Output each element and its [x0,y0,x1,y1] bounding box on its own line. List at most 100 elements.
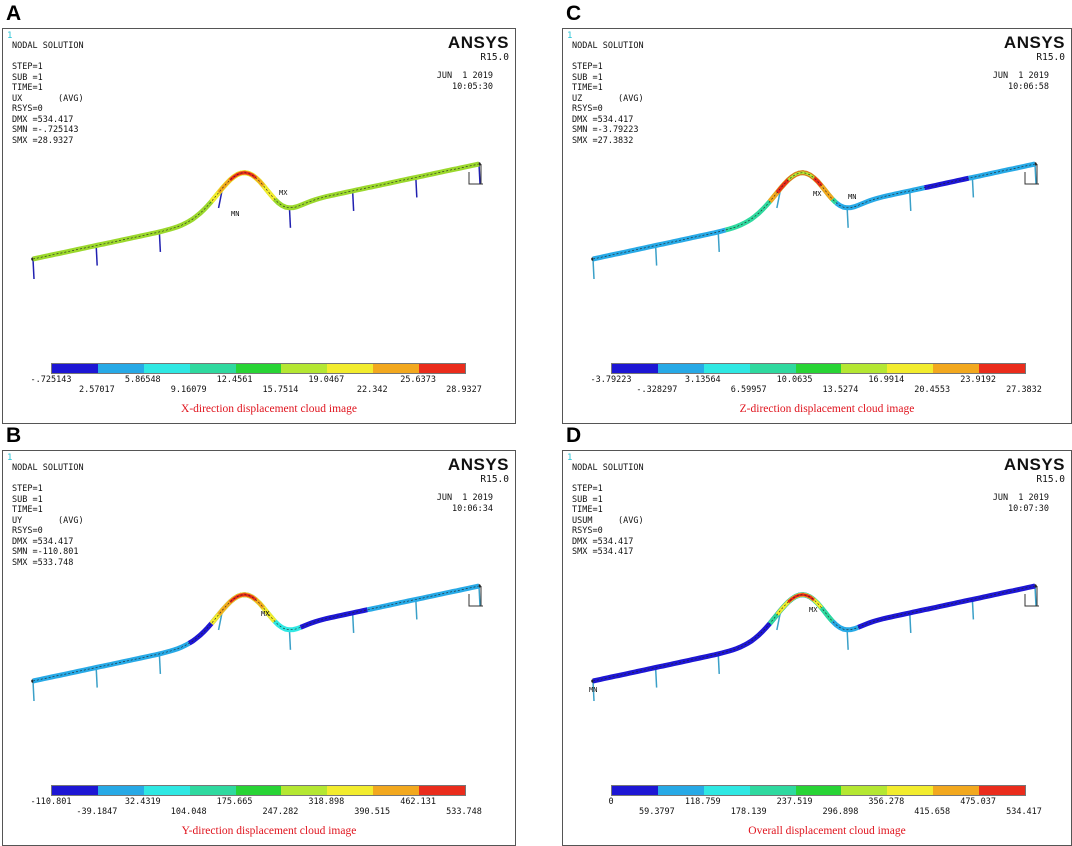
extreme-label: MX [261,610,270,618]
pipe-segment [924,175,970,191]
ansys-logo: ANSYS [1003,455,1065,474]
header-line: SMX =533.748 [12,557,74,568]
legend-swatch [327,364,374,373]
pipe-mesh-line [32,163,480,260]
header-line: UY (AVG) [12,515,84,526]
time-label: 10:05:30 [452,82,493,92]
version-label: R15.0 [1036,474,1065,485]
panel-overall-displacement: 1 ANSYS R15.0 JUN 1 2019 10:07:30 NODAL SOLUT… [562,450,1072,846]
support-post [717,653,720,674]
figure-caption: Z-direction displacement cloud image [739,403,915,415]
support-post [592,258,595,280]
legend-swatch [281,364,328,373]
extreme-label: MX [279,189,288,197]
pipeline-model: MX MN [591,161,1039,280]
legend-tick-label: 16.9914 [868,375,905,385]
support-post [32,258,35,280]
header-line: SMX =28.9327 [12,135,74,146]
axis-triad-icon [1024,164,1039,185]
header-line: NODAL SOLUTION [572,463,644,473]
legend-swatch [281,786,328,795]
legend-tick-label: 415.658 [914,807,951,817]
header-line: DMX =534.417 [572,114,634,125]
header-line: RSYS=0 [572,104,603,114]
time-label: 10:06:58 [1008,82,1049,92]
legend-swatch [235,364,282,373]
date-time: JUN 1 2019 10:06:34 [437,493,493,515]
time-label: 10:07:30 [1008,504,1049,514]
color-legend-bar [51,785,466,796]
support-post [1034,585,1037,607]
legend-swatch [373,786,420,795]
legend-swatch [419,786,466,795]
solution-header: NODAL SOLUTION STEP=1 SUB =1 TIME=1 USUM (AV… [572,463,644,558]
date-time: JUN 1 2019 10:06:58 [993,71,1049,93]
solution-header: NODAL SOLUTION STEP=1 SUB =1 TIME=1 UY (AVG)… [12,463,84,568]
support-post [1034,163,1037,185]
legend-tick-label: 20.4553 [914,385,951,395]
support-post [288,207,292,228]
support-post [415,599,418,620]
figure-caption: Overall displacement cloud image [748,825,906,837]
pipeline-model: MX MN [31,161,483,280]
support-post [158,231,162,252]
header-line: RSYS=0 [12,104,43,114]
legend-swatch [189,364,236,373]
support-post [478,585,481,607]
header-line: STEP=1 [572,484,603,494]
legend-swatch [97,786,144,795]
pipe-segment [857,583,1036,630]
panel-z-displacement: 1 ANSYS R15.0 JUN 1 2019 10:06:58 NODAL SOLUT… [562,28,1072,424]
legend-swatch [612,786,658,795]
figure-caption: Y-direction displacement cloud image [181,825,357,837]
header-line: SUB =1 [572,494,603,505]
support-post [351,612,355,633]
date-time: JUN 1 2019 10:07:30 [993,493,1049,515]
solution-header: NODAL SOLUTION STEP=1 SUB =1 TIME=1 UX (AVG)… [12,41,84,146]
legend-tick-label: 0 [608,797,614,807]
ansys-logo: ANSYS [1003,33,1065,52]
version-label: R15.0 [480,52,509,63]
header-line: DMX =534.417 [12,536,74,547]
header-line: SMX =27.3832 [572,135,634,146]
panel-letter-d: D [566,424,582,447]
header-line: UX (AVG) [12,93,84,104]
pipe-segment [299,607,369,630]
legend-swatch [841,786,888,795]
header-line: SMN =-.725143 [12,125,79,135]
extreme-label: MN [848,193,856,201]
header-line: SUB =1 [572,72,603,83]
legend-swatch [979,364,1026,373]
extreme-label: MX [809,606,818,614]
header-line: TIME=1 [12,83,43,93]
panel-letter-c: C [566,2,582,25]
legend-tick-label: 32.4319 [124,797,161,807]
legend-tick-label: -39.1847 [76,807,118,817]
support-post [654,245,658,266]
legend-tick-label: 6.59957 [730,385,767,395]
header-line: SMX =534.417 [572,547,634,557]
legend-tick-label: 118.759 [684,797,721,807]
legend-tick-label: 3.13564 [684,375,721,385]
legend-tick-label: -.725143 [30,375,72,385]
extreme-label: MN [231,210,239,218]
header-line: RSYS=0 [572,526,603,536]
panel-y-displacement: 1 ANSYS R15.0 JUN 1 2019 10:06:34 NODAL SOLUT… [2,450,516,846]
support-post [971,599,975,620]
legend-swatch [97,364,144,373]
header-line: STEP=1 [12,62,43,72]
header-line: NODAL SOLUTION [12,41,84,51]
header-line: SMN =-110.801 [12,547,79,557]
support-post [909,612,912,633]
legend-swatch [612,364,658,373]
pipeline-model: MX MN [589,583,1039,702]
legend-swatch [189,786,236,795]
support-post [592,680,595,702]
legend-tick-label: 28.9327 [446,385,482,395]
legend-tick-label: 2.57017 [78,385,115,395]
legend-tick-label: 104.048 [170,807,207,817]
ansys-logo: ANSYS [447,455,509,474]
legend-tick-label: 318.898 [308,797,345,807]
legend-swatch [143,364,190,373]
legend-swatch [749,364,796,373]
